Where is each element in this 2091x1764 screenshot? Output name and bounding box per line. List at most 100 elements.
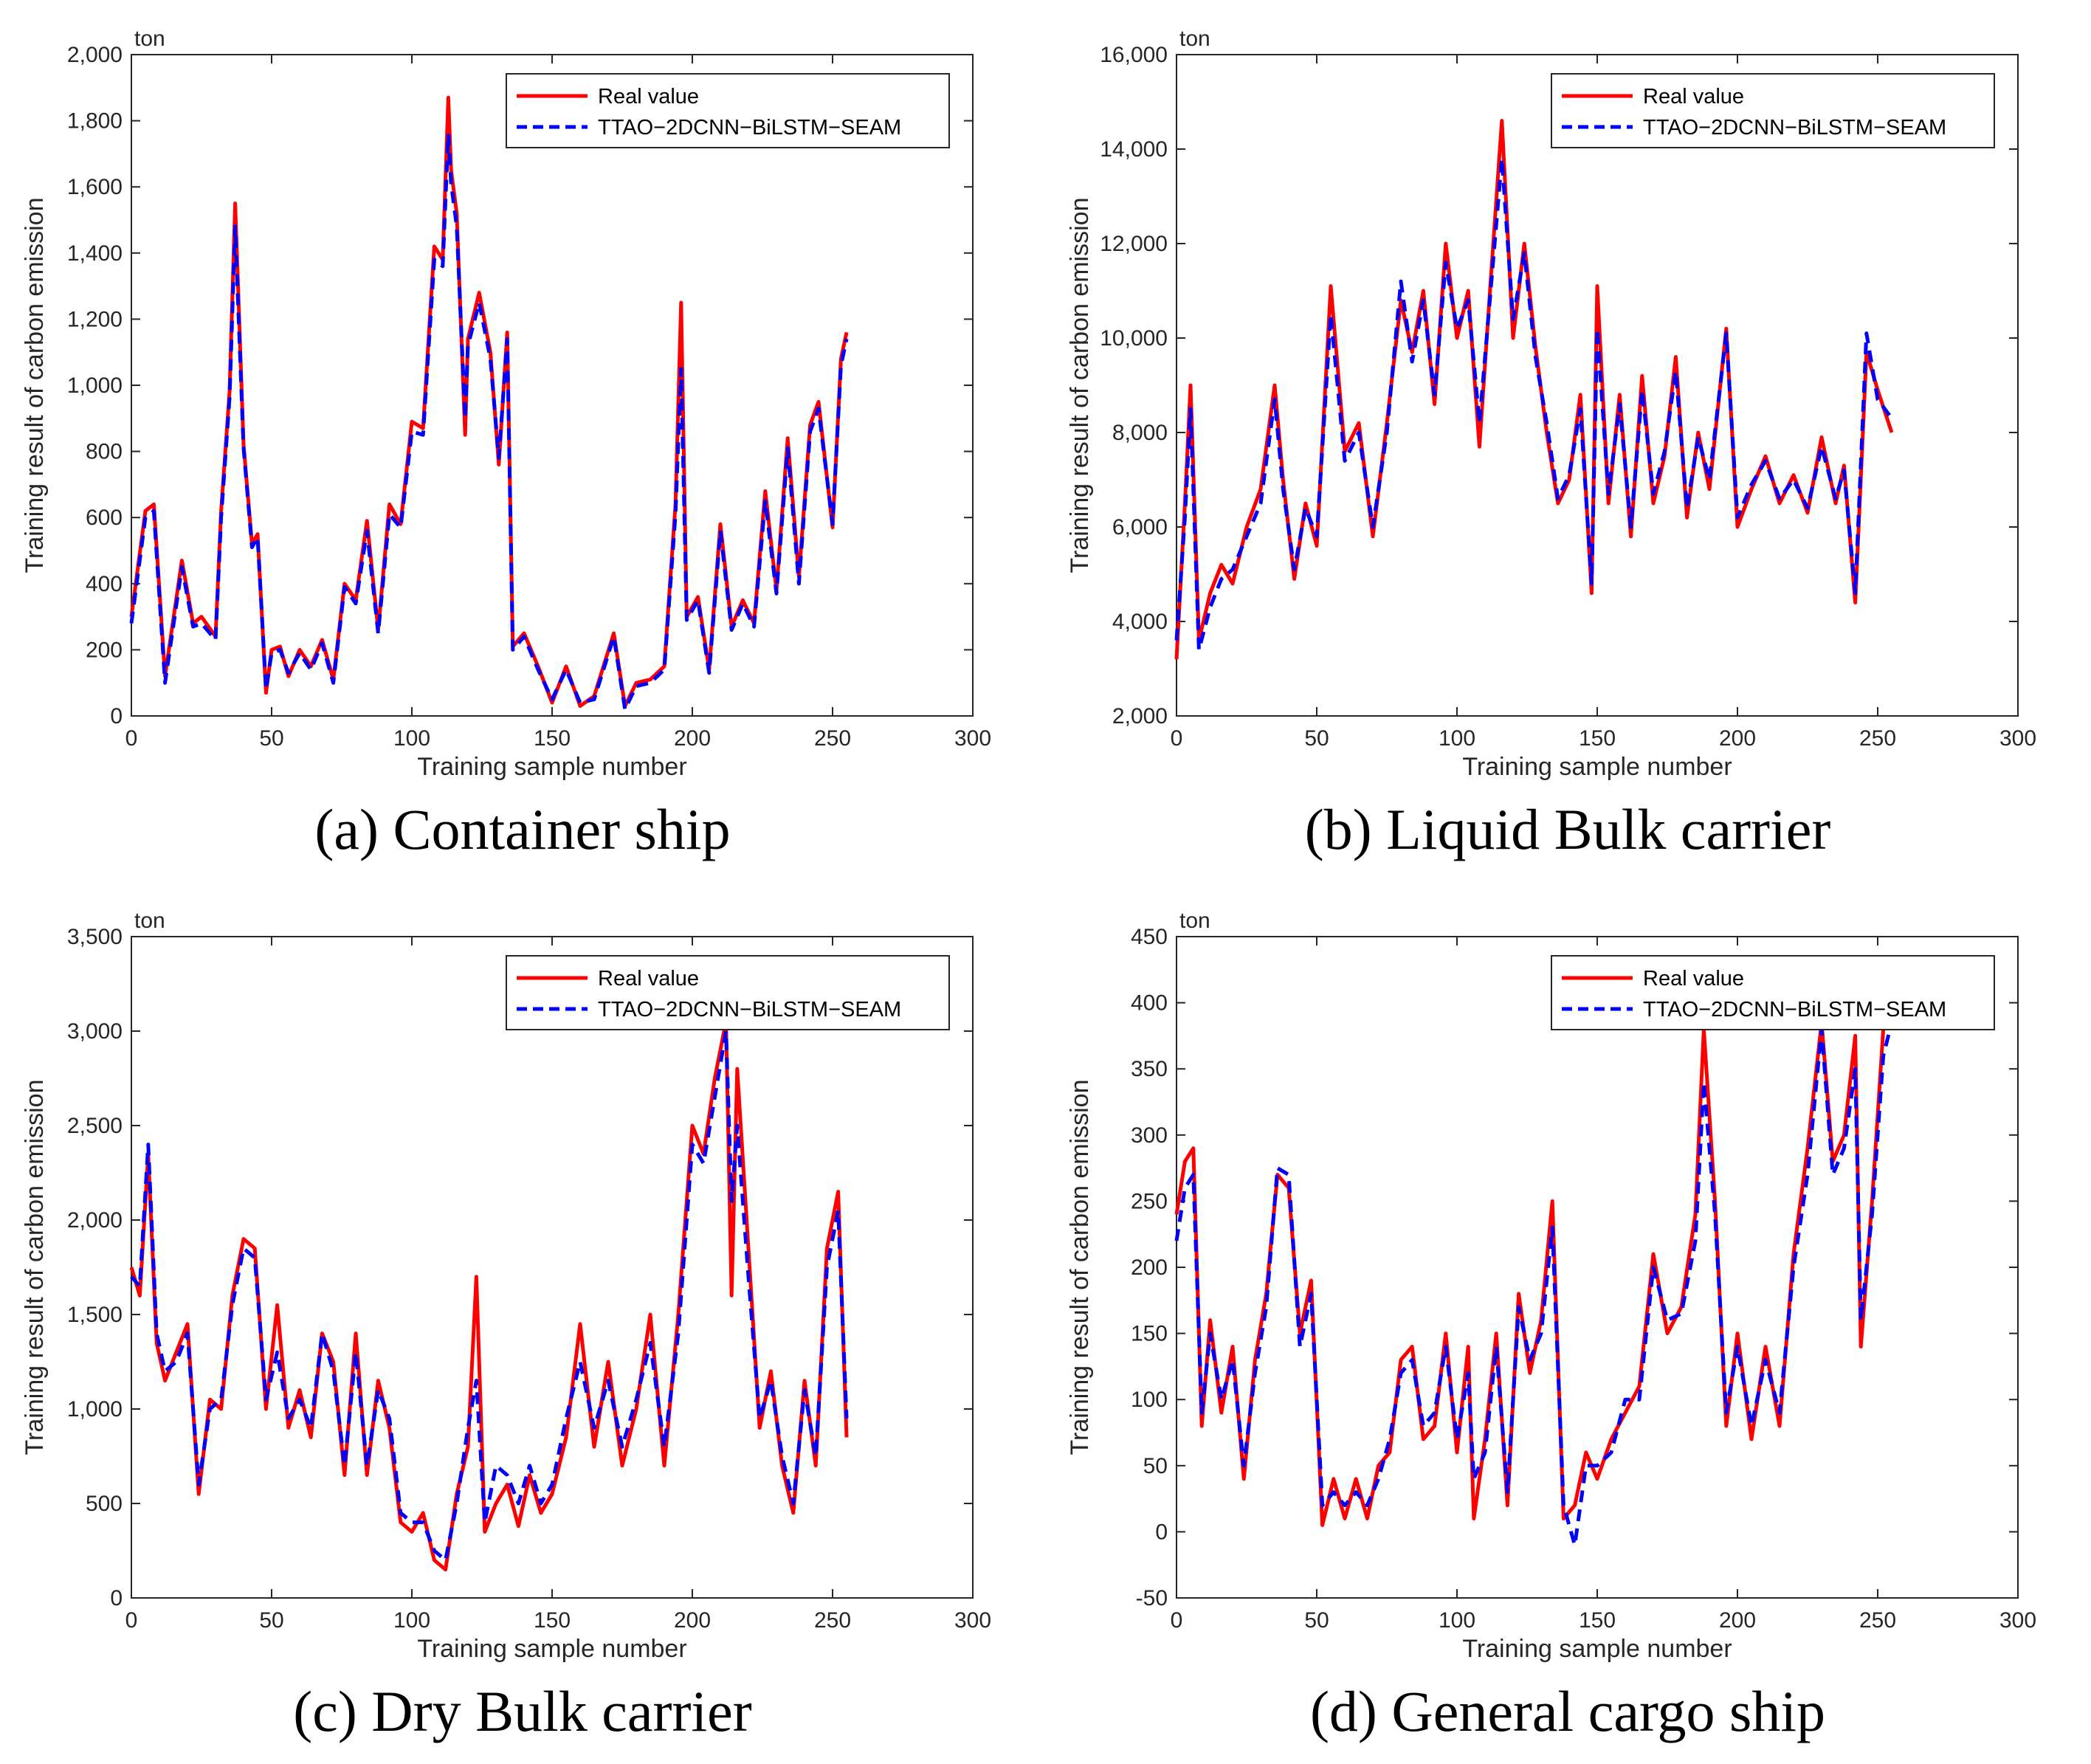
y-tick-label: 1,600	[67, 175, 123, 199]
series-line-prediction	[129, 132, 849, 712]
y-tick-label: 2,000	[67, 43, 123, 67]
x-tick-label: 250	[814, 1608, 851, 1633]
y-tick-label: 3,500	[67, 925, 123, 949]
x-tick-label: 100	[1439, 1608, 1475, 1633]
legend-box	[1551, 955, 1995, 1030]
y-tick-label: 2,000	[1112, 704, 1168, 728]
x-tick-label: 200	[1719, 726, 1756, 751]
y-tick-label: -50	[1136, 1586, 1168, 1610]
x-tick-label: 50	[259, 1608, 283, 1633]
y-tick-label: 1,800	[67, 109, 123, 134]
x-tick-label: 300	[954, 1608, 991, 1633]
unit-label: ton	[1179, 27, 1210, 51]
x-tick-label: 150	[534, 726, 571, 751]
y-tick-label: 8,000	[1112, 421, 1168, 445]
y-tick-label: 6,000	[1112, 515, 1168, 540]
y-tick-label: 4,000	[1112, 610, 1168, 634]
x-tick-label: 100	[393, 1608, 430, 1633]
legend-label-prediction: TTAO−2DCNN−BiLSTM−SEAM	[598, 116, 901, 139]
y-tick-label: 350	[1131, 1057, 1168, 1081]
plot-area	[1176, 936, 2019, 1599]
panel-caption: (a) Container ship	[314, 797, 730, 861]
y-tick-label: 12,000	[1100, 232, 1168, 256]
x-tick-label: 0	[1171, 726, 1183, 751]
x-tick-label: 50	[1304, 1608, 1329, 1633]
y-tick-label: 1,200	[67, 307, 123, 331]
y-tick-label: 10,000	[1100, 326, 1168, 351]
y-tick-label: 600	[86, 506, 123, 530]
y-tick-label: 16,000	[1100, 43, 1168, 67]
x-tick-label: 0	[1171, 1608, 1183, 1633]
x-tick-label: 250	[814, 726, 851, 751]
x-tick-label: 300	[1999, 726, 2036, 751]
legend-label-real: Real value	[1643, 85, 1744, 108]
y-tick-label: 450	[1131, 925, 1168, 949]
legend-label-real: Real value	[598, 967, 699, 990]
x-axis-title: Training sample number	[1462, 753, 1732, 781]
chart-panel-d: -50 0 50 100 150 200 250 300 350 400 450 0 50 100 150 2…	[1045, 882, 2090, 1764]
y-tick-label: 0	[1155, 1520, 1168, 1544]
legend-label-real: Real value	[1643, 967, 1744, 990]
chart-c: 0 500 1,000 1,500 2,000 2,500 3,000 3,500 0 50 100…	[21, 909, 991, 1743]
y-tick-label: 3,000	[67, 1019, 123, 1044]
y-tick-label: 200	[1131, 1255, 1168, 1280]
x-tick-label: 0	[125, 726, 138, 751]
y-tick-label: 0	[110, 1586, 123, 1610]
series-line-prediction	[130, 1029, 849, 1563]
y-axis-title: Training result of carbon emission	[21, 198, 49, 573]
y-tick-label: 100	[1131, 1388, 1168, 1412]
legend-label-real: Real value	[598, 85, 699, 108]
plot-area	[131, 54, 974, 717]
chart-panel-b: 2,000 4,000 6,000 8,000 10,000 12,000 14,000 16…	[1045, 0, 2090, 882]
chart-b: 2,000 4,000 6,000 8,000 10,000 12,000 14,000 16…	[1066, 27, 2036, 861]
x-tick-label: 200	[674, 726, 711, 751]
legend-box	[1551, 73, 1995, 148]
chart-panel-a: 0 200 400 600 800 1,000 1,200 1,400 1,600 1,800 2,…	[0, 0, 1045, 882]
panel-caption: (c) Dry Bulk carrier	[293, 1679, 752, 1743]
panel-caption: (d) General cargo ship	[1310, 1679, 1825, 1743]
y-tick-label: 2,500	[67, 1114, 123, 1138]
y-tick-label: 0	[110, 704, 123, 728]
x-tick-label: 150	[534, 1608, 571, 1633]
panel-caption: (b) Liquid Bulk carrier	[1305, 797, 1831, 861]
unit-label: ton	[1179, 909, 1210, 933]
series-line-prediction	[1174, 1021, 1894, 1547]
x-tick-label: 300	[954, 726, 991, 751]
y-tick-label: 400	[86, 572, 123, 596]
x-tick-label: 200	[1719, 1608, 1756, 1633]
x-tick-label: 200	[674, 1608, 711, 1633]
unit-label: ton	[134, 909, 165, 933]
y-axis-title: Training result of carbon emission	[1066, 198, 1094, 573]
y-tick-label: 400	[1131, 991, 1168, 1016]
y-tick-label: 1,000	[67, 373, 123, 398]
legend-box	[506, 955, 950, 1030]
x-axis-title: Training sample number	[417, 1635, 686, 1663]
y-axis-title: Training result of carbon emission	[21, 1080, 49, 1455]
y-tick-label: 200	[86, 638, 123, 662]
y-tick-label: 1,000	[67, 1397, 123, 1422]
y-tick-label: 1,500	[67, 1303, 123, 1327]
y-tick-label: 300	[1131, 1123, 1168, 1148]
legend-label-prediction: TTAO−2DCNN−BiLSTM−SEAM	[598, 998, 901, 1021]
x-tick-label: 100	[393, 726, 430, 751]
legend-box	[506, 73, 950, 148]
y-tick-label: 250	[1131, 1189, 1168, 1213]
series-line-prediction	[1174, 156, 1894, 652]
x-tick-label: 100	[1439, 726, 1475, 751]
chart-panel-c: 0 500 1,000 1,500 2,000 2,500 3,000 3,500 0 50 100…	[0, 882, 1045, 1764]
y-tick-label: 800	[86, 440, 123, 464]
y-tick-label: 2,000	[67, 1208, 123, 1233]
x-tick-label: 250	[1859, 1608, 1896, 1633]
x-tick-label: 0	[125, 1608, 138, 1633]
y-tick-label: 14,000	[1100, 137, 1168, 162]
x-tick-label: 150	[1579, 1608, 1616, 1633]
legend-label-prediction: TTAO−2DCNN−BiLSTM−SEAM	[1643, 116, 1946, 139]
unit-label: ton	[134, 27, 165, 51]
y-tick-label: 50	[1143, 1454, 1168, 1478]
x-axis-title: Training sample number	[417, 753, 686, 781]
y-axis-title: Training result of carbon emission	[1066, 1080, 1094, 1455]
y-tick-label: 1,400	[67, 241, 123, 266]
y-tick-label: 500	[86, 1492, 123, 1516]
chart-a: 0 200 400 600 800 1,000 1,200 1,400 1,600 1,800 2,…	[21, 27, 991, 861]
